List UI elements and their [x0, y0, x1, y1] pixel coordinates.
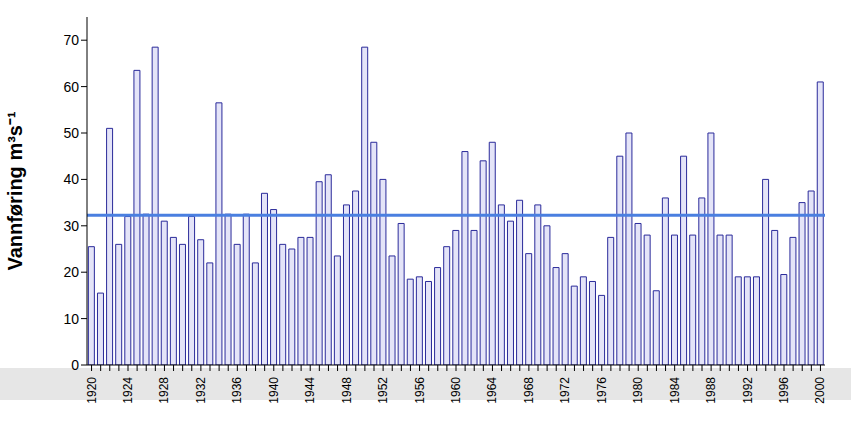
- svg-text:50: 50: [63, 125, 79, 141]
- svg-text:1968: 1968: [522, 377, 536, 404]
- svg-text:1996: 1996: [777, 377, 791, 404]
- svg-text:2000: 2000: [813, 377, 827, 404]
- svg-text:1984: 1984: [668, 377, 682, 404]
- svg-text:60: 60: [63, 79, 79, 95]
- svg-text:1992: 1992: [741, 377, 755, 404]
- svg-text:1980: 1980: [631, 377, 645, 404]
- svg-text:70: 70: [63, 32, 79, 48]
- svg-text:1960: 1960: [449, 377, 463, 404]
- svg-text:1928: 1928: [157, 377, 171, 404]
- svg-text:1932: 1932: [194, 377, 208, 404]
- svg-text:20: 20: [63, 264, 79, 280]
- svg-text:1948: 1948: [340, 377, 354, 404]
- svg-text:1976: 1976: [595, 377, 609, 404]
- svg-text:Vannføring m³s⁻¹: Vannføring m³s⁻¹: [8, 111, 26, 271]
- svg-text:1952: 1952: [376, 377, 390, 404]
- svg-text:1964: 1964: [485, 377, 499, 404]
- svg-text:1988: 1988: [704, 377, 718, 404]
- svg-text:10: 10: [63, 311, 79, 327]
- svg-text:1940: 1940: [267, 377, 281, 404]
- svg-text:1944: 1944: [303, 377, 317, 404]
- svg-text:1920: 1920: [85, 377, 99, 404]
- svg-text:1936: 1936: [230, 377, 244, 404]
- svg-text:1972: 1972: [558, 377, 572, 404]
- svg-text:30: 30: [63, 218, 79, 234]
- svg-text:1956: 1956: [413, 377, 427, 404]
- svg-text:40: 40: [63, 171, 79, 187]
- svg-text:0: 0: [71, 357, 79, 373]
- svg-text:1924: 1924: [121, 377, 135, 404]
